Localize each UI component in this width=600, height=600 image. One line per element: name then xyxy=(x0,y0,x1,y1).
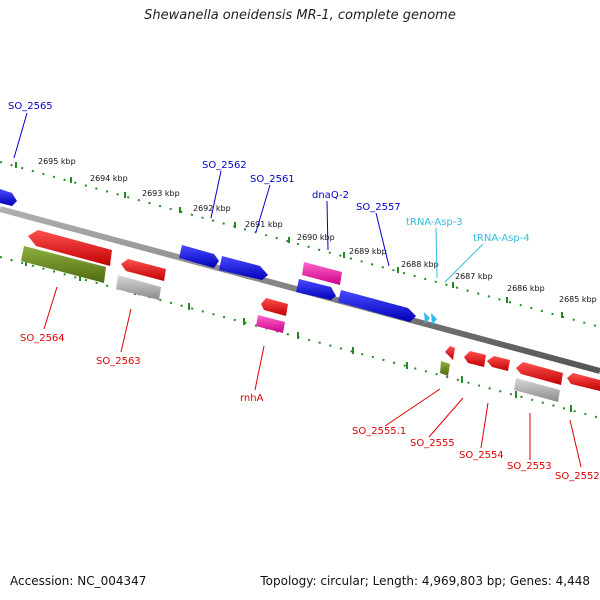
gene-label-SO_2553[interactable]: SO_2553 xyxy=(507,461,552,472)
gene-feature-forward[interactable] xyxy=(0,189,17,206)
scale-label: 2690 kbp xyxy=(297,233,335,242)
leader-line xyxy=(444,243,484,283)
gene-label-SO_2552[interactable]: SO_2552 xyxy=(555,471,600,482)
leader-line xyxy=(13,112,28,159)
reverse-strand-features xyxy=(21,230,600,402)
accession-text: Accession: NC_004347 xyxy=(10,574,147,588)
leader-line xyxy=(43,286,58,330)
leader-line xyxy=(210,170,222,219)
trna-leader-lines xyxy=(435,227,484,283)
gene-feature-dnaQ-2[interactable] xyxy=(302,262,342,285)
gene-label-SO_2562[interactable]: SO_2562 xyxy=(202,160,247,171)
gene-feature-SO_2561[interactable] xyxy=(219,256,268,280)
gene-feature-SO_2564[interactable] xyxy=(28,230,112,266)
leader-line xyxy=(375,212,390,267)
lower-track-dashes xyxy=(0,256,600,419)
gene-feature-SO_2563[interactable] xyxy=(121,259,166,281)
reverse-leader-lines xyxy=(43,286,582,468)
forward-leader-lines xyxy=(13,112,390,267)
gene-label-SO_2554[interactable]: SO_2554 xyxy=(459,450,504,461)
gene-feature-SO_2555.1[interactable] xyxy=(445,346,455,360)
scale-label: 2687 kbp xyxy=(455,272,493,281)
gene-label-SO_2555[interactable]: SO_2555 xyxy=(410,438,455,449)
gene-label-SO_2555.1[interactable]: SO_2555.1 xyxy=(352,426,406,437)
scale-label: 2689 kbp xyxy=(349,247,387,256)
scale-label: 2685 kbp xyxy=(559,295,597,304)
upper-scale-track xyxy=(0,161,600,328)
gene-feature-SO_2562[interactable] xyxy=(179,245,219,268)
scale-label: 2695 kbp xyxy=(38,157,76,166)
forward-strand-features xyxy=(0,189,437,325)
gene-label-SO_2565[interactable]: SO_2565 xyxy=(8,101,53,112)
gene-feature-SO_2563-pseudo[interactable] xyxy=(116,275,161,300)
trna-feature-tRNA-Asp-4[interactable] xyxy=(431,313,437,325)
gene-label-rnhA[interactable]: rnhA xyxy=(240,393,264,404)
scale-label: 2688 kbp xyxy=(401,260,439,269)
scale-label: 2691 kbp xyxy=(245,220,283,229)
topology-text: Topology: circular; Length: 4,969,803 bp… xyxy=(260,574,590,588)
leader-line xyxy=(254,345,265,391)
leader-line xyxy=(428,397,464,438)
gene-feature-SO_2564-olive[interactable] xyxy=(21,246,106,283)
leader-line xyxy=(120,308,132,353)
scale-labels: 2695 kbp 2694 kbp 2693 kbp 2692 kbp 2691… xyxy=(38,157,597,304)
upper-major-ticks xyxy=(15,162,563,318)
gene-feature-SO_2554[interactable] xyxy=(487,356,510,371)
leader-line xyxy=(326,200,329,251)
leader-line xyxy=(569,419,582,468)
gene-feature-SO_2557[interactable] xyxy=(338,290,416,322)
gene-feature-rnhA[interactable] xyxy=(261,298,288,316)
map-title: Shewanella oneidensis MR-1, complete gen… xyxy=(144,8,456,23)
gene-feature-SO_2558[interactable] xyxy=(296,279,336,300)
leader-line xyxy=(255,184,271,233)
leader-line xyxy=(384,388,441,427)
gene-label-SO_2561[interactable]: SO_2561 xyxy=(250,174,295,185)
scale-label: 2694 kbp xyxy=(90,174,128,183)
leader-line xyxy=(480,402,489,449)
gene-feature-SO_2555.1-olive[interactable] xyxy=(440,361,450,376)
gene-feature-SO_2555[interactable] xyxy=(464,351,486,367)
gene-feature-SO_2552[interactable] xyxy=(567,373,600,391)
reverse-gene-labels: SO_2564 SO_2563 rnhA SO_2555.1 SO_2555 S… xyxy=(20,333,600,482)
gene-label-tRNA-Asp-3[interactable]: tRNA-Asp-3 xyxy=(406,217,463,228)
gene-label-SO_2557[interactable]: SO_2557 xyxy=(356,202,401,213)
trna-labels: tRNA-Asp-3 tRNA-Asp-4 xyxy=(406,217,530,244)
scale-label: 2692 kbp xyxy=(193,204,231,213)
scale-label: 2686 kbp xyxy=(507,284,545,293)
gene-label-tRNA-Asp-4[interactable]: tRNA-Asp-4 xyxy=(473,233,530,244)
gene-label-SO_2563[interactable]: SO_2563 xyxy=(96,356,141,367)
gene-feature-SO_2553[interactable] xyxy=(516,362,563,385)
upper-track-dashes xyxy=(0,161,600,328)
trna-feature-tRNA-Asp-3[interactable] xyxy=(424,312,430,324)
gene-feature-SO_2553-pseudo[interactable] xyxy=(514,378,560,402)
leader-line xyxy=(435,227,438,279)
scale-label: 2693 kbp xyxy=(142,189,180,198)
gene-label-dnaQ-2[interactable]: dnaQ-2 xyxy=(312,190,349,201)
forward-gene-labels: SO_2565 SO_2562 SO_2561 dnaQ-2 SO_2557 xyxy=(8,101,401,213)
gene-feature-rnhA-rna[interactable] xyxy=(256,315,285,333)
gene-label-SO_2564[interactable]: SO_2564 xyxy=(20,333,65,344)
